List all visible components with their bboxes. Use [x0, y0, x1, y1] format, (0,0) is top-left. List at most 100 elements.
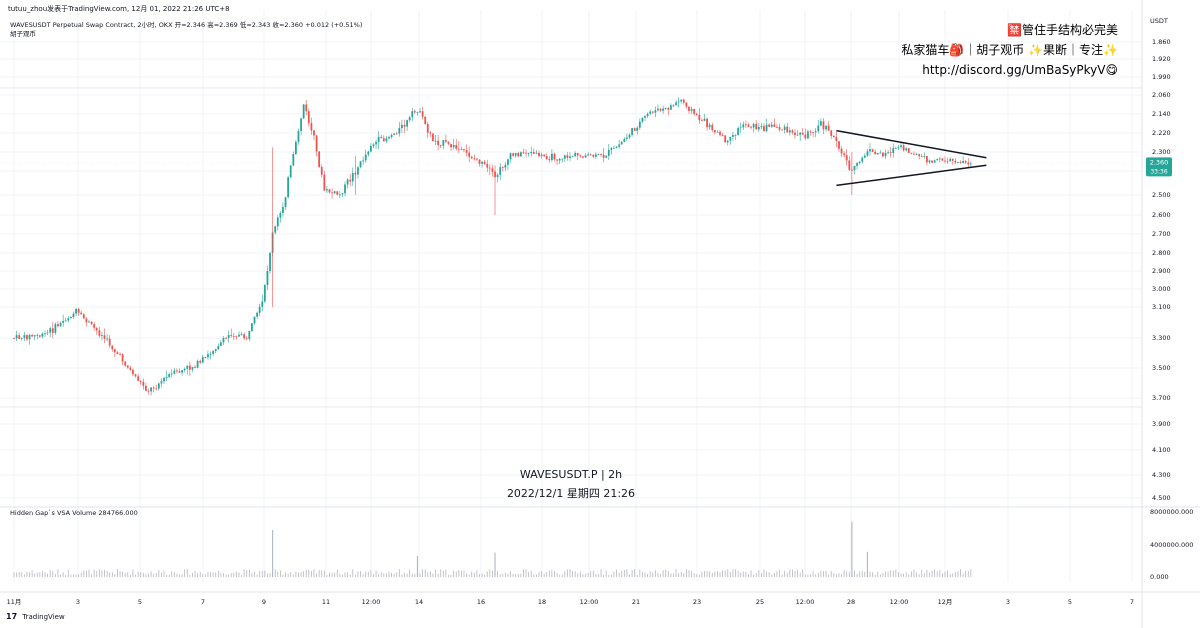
candle-body — [558, 158, 561, 161]
candle-body — [168, 374, 171, 377]
candle-body — [126, 365, 129, 368]
candle-body — [263, 285, 266, 302]
candle-body — [207, 354, 209, 358]
candle-body — [556, 159, 558, 161]
promo-line-1: 🈲管住手结构必完美 — [1007, 23, 1118, 37]
indicator-name: 胡子观币 — [10, 30, 36, 38]
price-tick-label: 3.500 — [1152, 364, 1171, 372]
triangle-lower-line[interactable] — [836, 164, 987, 187]
candle-body — [649, 111, 652, 114]
candle-body — [64, 320, 67, 322]
candle-body — [194, 367, 196, 368]
candle-body — [946, 161, 949, 163]
candle-body — [44, 333, 46, 335]
candle-body — [667, 107, 670, 110]
candle-body — [791, 130, 794, 133]
candle-body — [276, 217, 279, 227]
triangle-upper-line[interactable] — [836, 129, 987, 159]
candle-body — [690, 108, 693, 111]
candle-body — [93, 324, 96, 328]
candle-body — [719, 131, 721, 136]
candle-body — [553, 153, 556, 160]
candle-body — [659, 108, 662, 111]
candle-body — [716, 131, 719, 133]
candle-body — [874, 151, 877, 155]
candle-body — [124, 361, 127, 366]
candle-body — [856, 163, 858, 166]
candle-body — [26, 335, 28, 340]
candle-body — [258, 306, 261, 313]
price-tick-label: 2.140 — [1152, 110, 1171, 118]
candle-body — [426, 124, 429, 133]
candle-body — [62, 320, 65, 323]
candle-body — [323, 174, 326, 191]
candle-body — [713, 130, 716, 133]
candle-body — [589, 154, 592, 156]
candle-body — [369, 145, 372, 152]
time-tick-label: 9 — [262, 598, 266, 606]
candle-body — [199, 360, 202, 363]
candle-body — [641, 117, 644, 122]
candle-body — [757, 127, 760, 130]
candle-body — [251, 323, 253, 331]
candle-body — [49, 328, 52, 333]
candle-body — [910, 152, 913, 154]
candle-body — [626, 137, 628, 139]
candle-body — [57, 324, 59, 327]
candle-body — [579, 155, 582, 157]
candle-body — [432, 133, 434, 142]
candle-body — [892, 148, 895, 154]
candle-body — [393, 133, 396, 135]
candle-body — [121, 354, 124, 362]
candle-body — [801, 132, 804, 135]
footer-brand[interactable]: TradingView — [22, 613, 65, 621]
candle-body — [941, 158, 944, 161]
candle-body — [20, 337, 23, 339]
price-axis-unit: USDT — [1150, 17, 1168, 25]
candle-body — [15, 335, 18, 339]
candle-body — [525, 152, 527, 154]
candle-body — [300, 118, 302, 132]
candle-body — [951, 158, 954, 161]
candle-body — [240, 334, 243, 336]
candle-body — [419, 111, 421, 113]
candle-body — [928, 160, 931, 163]
candle-body — [103, 335, 106, 339]
candle-body — [742, 124, 745, 128]
candle-body — [406, 120, 408, 127]
candle-body — [711, 124, 714, 131]
candle-body — [403, 124, 406, 127]
price-tick-label: 4.500 — [1152, 494, 1171, 502]
price-tick-label: 2.600 — [1152, 211, 1171, 219]
candle-body — [545, 156, 548, 160]
candle-body — [944, 160, 946, 162]
candle-body — [889, 152, 892, 154]
candle-body — [289, 165, 292, 178]
price-tick-label: 4.100 — [1152, 446, 1171, 454]
candle-body — [284, 197, 287, 208]
candle-body — [897, 147, 900, 149]
candle-body — [501, 167, 504, 168]
candle-body — [576, 153, 579, 156]
candle-body — [116, 352, 119, 355]
candle-body — [514, 152, 517, 156]
time-tick-label: 12:00 — [890, 598, 909, 606]
candle-body — [794, 132, 796, 136]
promo-line-3[interactable]: http://discord.gg/UmBaSyPkyV😋 — [922, 63, 1118, 77]
candle-body — [297, 131, 300, 142]
candle-body — [827, 125, 830, 131]
candle-body — [188, 365, 191, 370]
candle-body — [364, 154, 367, 161]
candle-body — [155, 388, 158, 390]
candle-body — [866, 151, 869, 156]
candle-body — [465, 150, 468, 153]
candle-body — [610, 148, 613, 150]
candle-body — [95, 327, 98, 331]
candle-body — [212, 351, 215, 354]
candle-body — [80, 312, 83, 315]
candle-body — [209, 353, 212, 355]
candle-body — [434, 140, 437, 142]
candle-body — [770, 124, 773, 127]
candle-body — [522, 152, 525, 154]
